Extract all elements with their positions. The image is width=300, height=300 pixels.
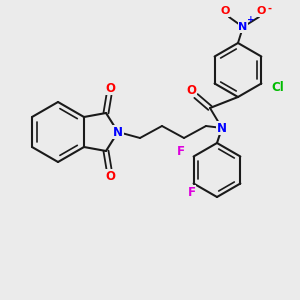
- Text: O: O: [220, 6, 230, 16]
- Text: N: N: [113, 125, 123, 139]
- Text: +: +: [247, 14, 255, 23]
- Text: Cl: Cl: [271, 81, 284, 94]
- Text: -: -: [268, 4, 272, 14]
- Text: N: N: [217, 122, 227, 134]
- Text: O: O: [256, 6, 266, 16]
- Text: N: N: [238, 22, 247, 32]
- Text: O: O: [105, 169, 115, 182]
- Text: F: F: [177, 145, 184, 158]
- Text: O: O: [105, 82, 115, 94]
- Text: F: F: [188, 186, 196, 199]
- Text: O: O: [186, 83, 196, 97]
